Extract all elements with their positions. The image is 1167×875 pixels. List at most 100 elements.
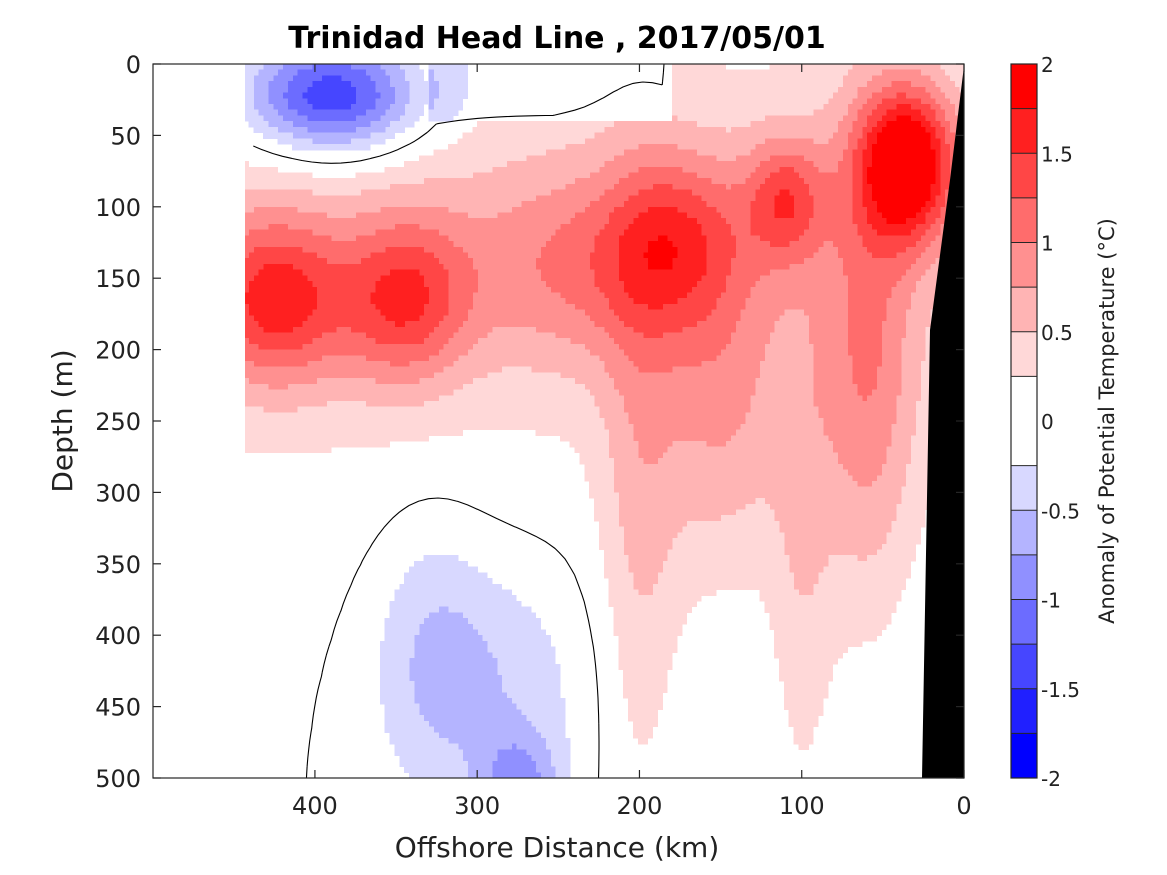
contour-cell bbox=[788, 195, 795, 202]
contour-cell bbox=[730, 372, 736, 379]
contour-cell bbox=[759, 275, 766, 282]
contour-cell bbox=[827, 675, 834, 682]
contour-cell bbox=[783, 543, 790, 551]
contour-cell bbox=[920, 469, 926, 476]
contour-cell bbox=[740, 309, 746, 316]
contour-cell bbox=[774, 241, 780, 248]
contour-cell bbox=[813, 503, 819, 511]
contour-cell bbox=[915, 321, 921, 328]
contour-cell bbox=[900, 303, 907, 311]
contour-cell bbox=[934, 195, 941, 202]
contour-cell bbox=[900, 183, 907, 191]
contour-cell bbox=[740, 355, 746, 362]
contour-cell bbox=[832, 86, 839, 94]
contour-cell bbox=[720, 189, 727, 196]
contour-cell bbox=[813, 663, 819, 671]
contour-cell bbox=[871, 246, 877, 254]
contour-cell bbox=[735, 446, 741, 454]
contour-cell bbox=[881, 303, 887, 311]
contour-cell bbox=[769, 412, 775, 419]
contour-cell bbox=[929, 201, 936, 208]
contour-cell bbox=[774, 543, 780, 551]
contour-cell bbox=[808, 538, 814, 545]
contour-cell bbox=[793, 738, 800, 745]
contour-cell bbox=[881, 412, 887, 419]
contour-cell bbox=[754, 115, 761, 122]
contour-cell bbox=[783, 292, 790, 299]
contour-cell bbox=[871, 201, 877, 208]
contour-cell bbox=[827, 69, 834, 77]
contour-cell bbox=[944, 126, 950, 134]
contour-cell bbox=[808, 669, 814, 676]
contour-cell bbox=[788, 103, 795, 111]
contour-cell bbox=[817, 103, 824, 111]
contour-cell bbox=[915, 138, 921, 145]
contour-cell bbox=[881, 612, 887, 619]
contour-cell bbox=[759, 241, 766, 248]
contour-cell bbox=[852, 332, 858, 339]
contour-cell bbox=[793, 715, 800, 722]
contour-cell bbox=[793, 515, 800, 522]
contour-cell bbox=[915, 412, 921, 419]
contour-cell bbox=[788, 355, 795, 362]
contour-cell bbox=[783, 589, 790, 596]
contour-cell bbox=[808, 652, 814, 659]
contour-cell bbox=[832, 303, 839, 311]
contour-cell bbox=[817, 263, 824, 271]
contour-cell bbox=[740, 361, 746, 368]
contour-cell bbox=[769, 195, 775, 202]
contour-cell bbox=[817, 378, 824, 385]
contour-cell bbox=[856, 178, 863, 185]
contour-cell bbox=[735, 469, 741, 476]
contour-cell bbox=[774, 138, 780, 145]
contour-cell bbox=[720, 446, 727, 454]
contour-cell bbox=[827, 292, 834, 299]
contour-cell bbox=[866, 166, 873, 174]
contour-cell bbox=[842, 509, 848, 516]
contour-cell bbox=[832, 469, 839, 476]
contour-cell bbox=[788, 218, 795, 225]
contour-cell bbox=[837, 315, 843, 322]
contour-cell bbox=[852, 218, 858, 225]
contour-cell bbox=[769, 69, 775, 77]
contour-cell bbox=[725, 126, 731, 134]
contour-cell bbox=[837, 223, 843, 231]
contour-cell bbox=[754, 258, 761, 265]
contour-cell bbox=[925, 395, 931, 402]
contour-cell bbox=[759, 589, 766, 596]
contour-cell bbox=[866, 452, 873, 459]
contour-cell bbox=[774, 172, 780, 179]
contour-cell bbox=[813, 589, 819, 596]
contour-cell bbox=[720, 309, 727, 316]
contour-cell bbox=[905, 486, 912, 493]
contour-cell bbox=[905, 189, 912, 196]
contour-cell bbox=[861, 469, 868, 476]
contour-cell bbox=[876, 235, 882, 242]
contour-cell bbox=[744, 303, 751, 311]
contour-cell bbox=[783, 138, 790, 145]
contour-cell bbox=[886, 126, 892, 134]
contour-cell bbox=[720, 383, 727, 391]
contour-cell bbox=[759, 235, 766, 242]
contour-cell bbox=[852, 326, 858, 334]
contour-cell bbox=[876, 406, 882, 414]
contour-cell bbox=[925, 349, 931, 356]
contour-cell bbox=[783, 538, 790, 545]
contour-cell bbox=[939, 64, 946, 71]
contour-cell bbox=[949, 109, 955, 117]
contour-cell bbox=[783, 692, 790, 699]
contour-cell bbox=[764, 452, 770, 459]
contour-cell bbox=[764, 166, 770, 174]
contour-cell bbox=[827, 349, 834, 356]
contour-cell bbox=[769, 138, 775, 145]
contour-cell bbox=[769, 161, 775, 168]
contour-cell bbox=[866, 178, 873, 185]
contour-cell bbox=[710, 309, 717, 316]
contour-cell bbox=[764, 475, 770, 482]
contour-cell bbox=[798, 663, 804, 671]
contour-cell bbox=[866, 309, 873, 316]
contour-cell bbox=[798, 503, 804, 511]
contour-cell bbox=[876, 440, 882, 448]
contour-cell bbox=[798, 452, 804, 459]
contour-cell bbox=[856, 635, 863, 642]
